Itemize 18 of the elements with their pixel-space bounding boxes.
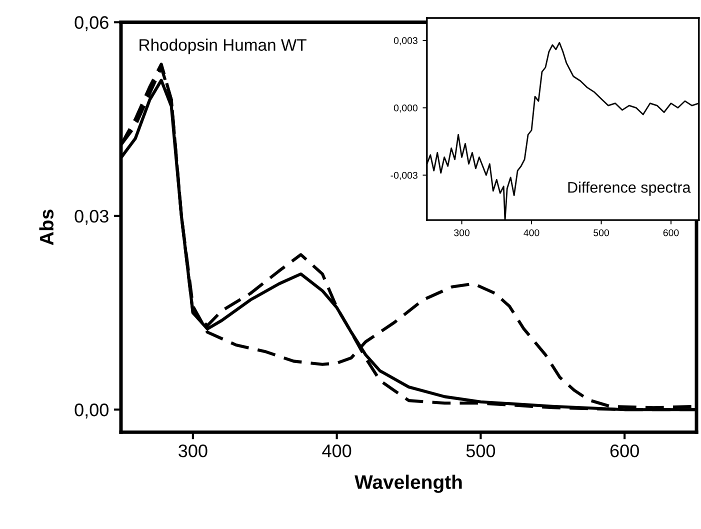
y-tick-label: -0,003 <box>390 172 418 180</box>
y-tick-label: 0,00 <box>74 404 108 418</box>
x-tick-label: 300 <box>178 444 208 458</box>
annotation: Difference spectra <box>568 182 691 196</box>
y-tick-label: 0,000 <box>394 104 418 113</box>
y-tick-label: 0,06 <box>74 16 108 32</box>
x-tick-label: 400 <box>322 444 352 458</box>
x-axis-title: Wavelength <box>354 474 462 493</box>
y-tick-label: 0,03 <box>74 210 108 225</box>
x-tick-label: 600 <box>610 444 639 458</box>
x-tick-label: 500 <box>466 444 496 458</box>
x-tick-label: 500 <box>594 229 609 236</box>
x-tick-label: 300 <box>454 229 470 236</box>
y-tick-label: 0,003 <box>394 37 418 46</box>
y-axis-title: Abs <box>39 210 54 246</box>
x-tick-label: 600 <box>663 229 679 236</box>
annotation: Rhodopsin Human WT <box>140 38 306 54</box>
x-tick-label: 400 <box>524 229 540 236</box>
